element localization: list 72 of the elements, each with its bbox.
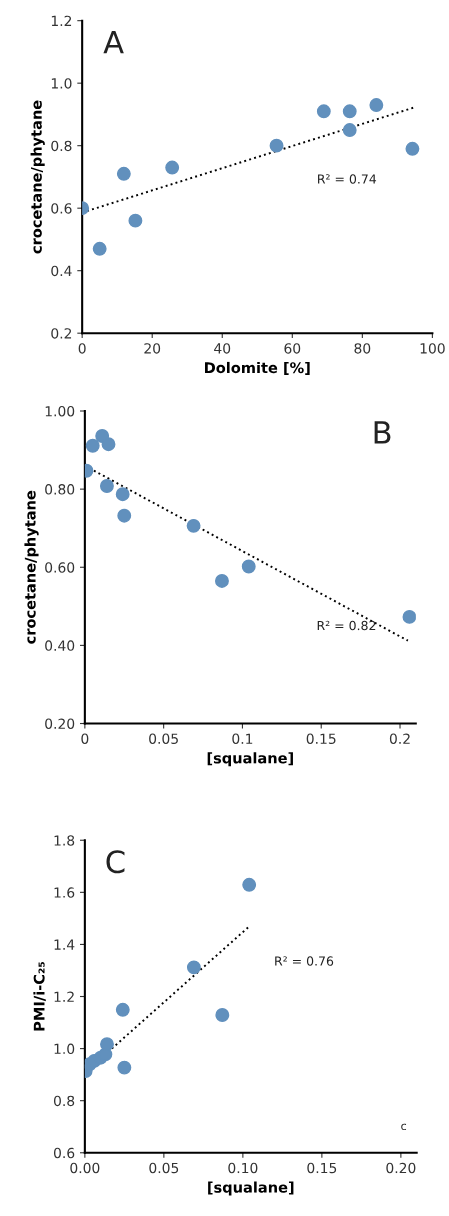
y-axis-title: crocetane/phytane [24,490,39,644]
point [215,1008,230,1022]
y-tick-label: 0.6 [51,203,72,214]
point [342,123,357,137]
y-tick-label: 1.6 [54,887,75,898]
y-tick-label: 1.2 [51,15,72,26]
point [342,104,357,119]
point [242,877,257,892]
point [241,559,256,574]
x-tick-label: 0 [81,733,89,744]
point [117,508,132,523]
y-tick-label: 0.2 [51,328,72,339]
y-axis-title: crocetane/phytane [30,100,45,254]
x-tick-label: 80 [354,343,371,354]
annotation: R² = 0.82 [317,620,376,631]
y-tick-label: 0.40 [45,640,75,651]
point [405,141,420,156]
y-tick-label: 1.4 [54,939,75,950]
y-tick-label: 1.0 [51,78,72,89]
y-tick-label: 0.6 [53,1147,75,1159]
x-tick-label: 40 [214,343,231,354]
x-tick-label: 0.1 [232,733,253,744]
x-axis-title: Dolomite [%] [205,361,310,375]
point [85,438,100,453]
y-tick-label: 0.20 [45,718,75,729]
point [316,104,331,119]
x-tick-label: 0.20 [386,1162,416,1174]
point [402,609,416,624]
y-tick-label: 0.8 [51,140,72,152]
x-tick-label: 0.05 [149,733,178,744]
annotation: c [401,1123,407,1131]
y-tick-label: 0.8 [53,1095,75,1107]
point [92,241,107,256]
y-tick-label: 1.8 [54,835,75,846]
point [117,1060,132,1075]
point [115,1002,130,1017]
annotation: R² = 0.74 [318,174,377,184]
y-tick-label: 1.0 [54,1043,75,1055]
annotation: R² = 0.76 [275,956,334,966]
x-tick-label: 0.15 [307,1162,337,1174]
x-tick-label: 0.2 [389,733,410,744]
point [100,1037,114,1052]
x-tick-label: 20 [144,343,161,354]
x-tick-label: 0.10 [228,1162,258,1174]
y-tick-label: 1.2 [54,991,74,1002]
y-tick-label: 0.4 [51,265,72,277]
annotation: B [374,421,391,444]
y-tick-label: 0.60 [45,562,75,573]
point [269,138,284,153]
x-axis-title: [squalane] [208,1181,294,1196]
point [101,437,116,452]
point [115,487,130,502]
x-axis-title: [squalane] [207,752,293,767]
x-tick-label: 0.05 [149,1162,179,1174]
point [215,573,229,588]
point [99,479,114,493]
x-tick-label: 0 [78,343,86,354]
x-tick-label: 0.00 [70,1162,100,1174]
point [186,518,201,533]
x-tick-label: 100 [420,343,445,354]
point [116,166,131,181]
point [186,960,201,975]
annotation: C [106,850,125,874]
x-tick-label: 0.15 [306,733,336,744]
annotation: A [103,30,124,54]
y-tick-label: 1.00 [45,405,75,417]
y-tick-label: 0.80 [45,484,75,495]
x-tick-label: 60 [284,343,301,354]
point [165,160,180,175]
point [128,213,143,228]
y-axis-title: PMI/i-C₂₅ [33,962,46,1031]
point [369,98,384,112]
